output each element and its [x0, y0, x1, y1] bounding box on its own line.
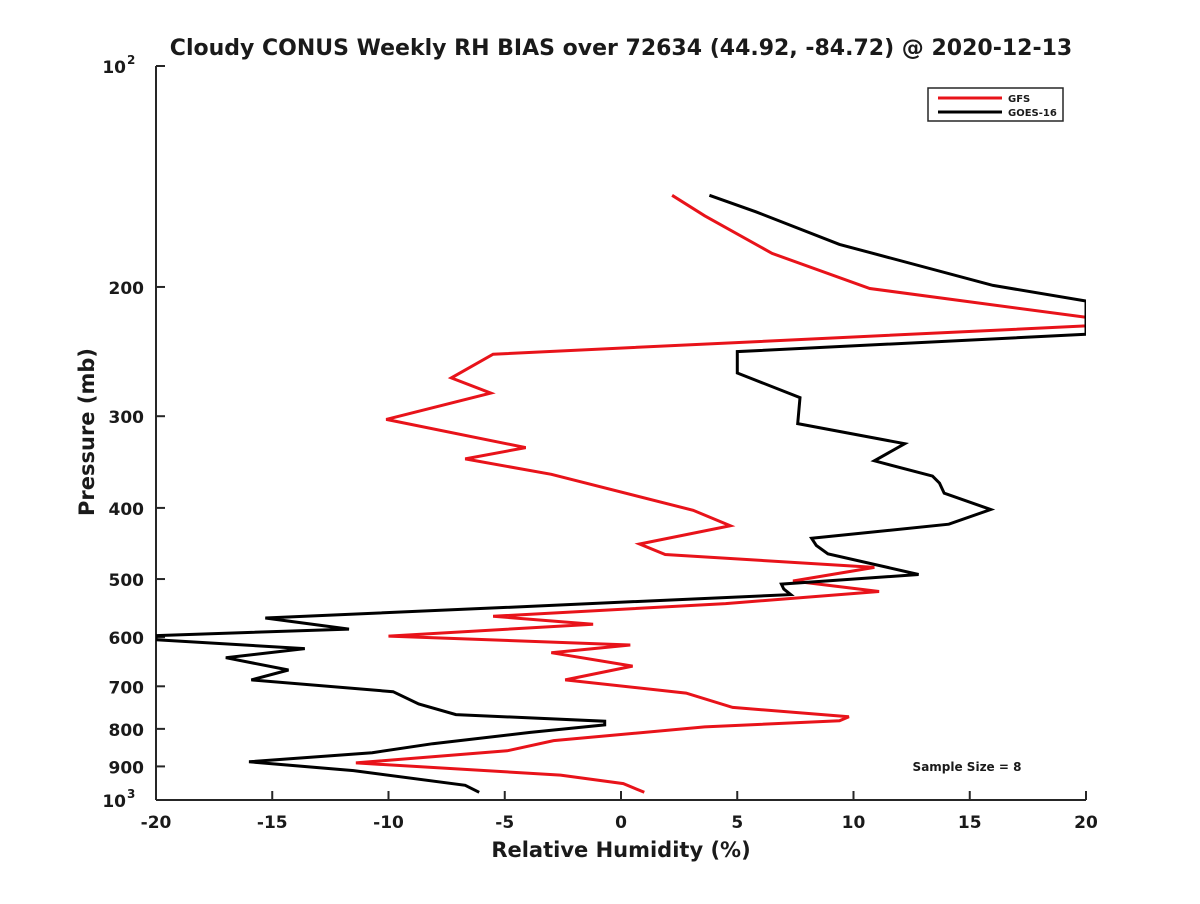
x-tick-label: 20	[1074, 813, 1098, 833]
legend-label-gfs: GFS	[1008, 94, 1030, 105]
x-tick-label: -15	[257, 813, 288, 833]
x-tick-label: -5	[495, 813, 514, 833]
sample-size-annotation: Sample Size = 8	[913, 760, 1022, 774]
y-tick-label: 700	[109, 678, 145, 698]
y-tick-label: 600	[109, 629, 145, 649]
y-tick-label: 800	[109, 721, 145, 741]
x-tick-label: 15	[958, 813, 982, 833]
y-tick-label: 300	[109, 408, 145, 428]
chart-title: Cloudy CONUS Weekly RH BIAS over 72634 (…	[170, 36, 1072, 61]
x-tick-label: 10	[842, 813, 866, 833]
legend-box	[927, 87, 1064, 122]
y-tick-label-exponent: 2	[127, 53, 135, 67]
y-tick-label: 10	[102, 58, 126, 78]
x-tick-label: -10	[373, 813, 404, 833]
y-tick-label-exponent: 3	[127, 787, 135, 801]
legend-label-goes-16: GOES-16	[1008, 108, 1057, 119]
x-tick-label: 0	[615, 813, 627, 833]
x-tick-label: 5	[731, 813, 743, 833]
y-tick-label: 10	[102, 792, 126, 812]
x-axis-label: Relative Humidity (%)	[491, 838, 750, 862]
y-tick-label: 900	[109, 758, 145, 778]
series-line-goes-16	[156, 193, 1086, 794]
legend: GFS GOES-16	[927, 87, 1064, 122]
y-tick-label: 500	[109, 571, 145, 591]
y-tick-label: 200	[109, 279, 145, 299]
y-tick-label: 400	[109, 500, 145, 520]
series-line-gfs	[355, 194, 1086, 794]
x-tick-label: -20	[141, 813, 172, 833]
y-axis-label: Pressure (mb)	[75, 348, 99, 516]
